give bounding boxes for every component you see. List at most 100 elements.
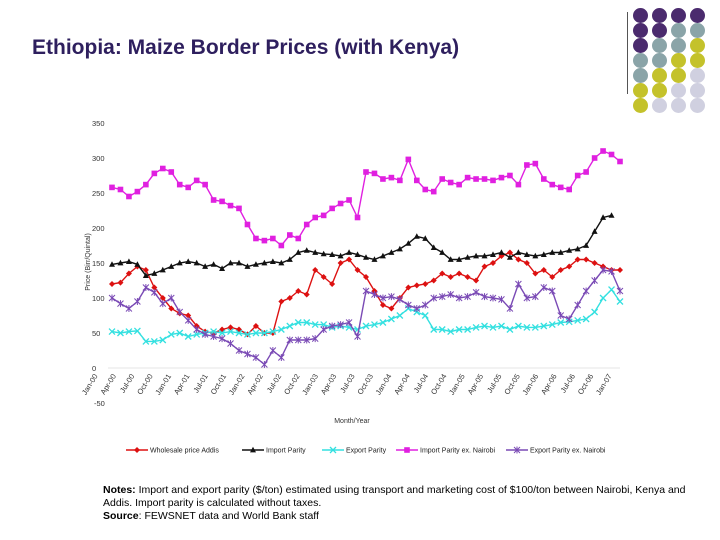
- legend-label: Import Parity: [266, 448, 306, 455]
- data-point: [616, 298, 624, 305]
- data-point: [439, 270, 446, 277]
- data-point: [379, 319, 387, 326]
- y-tick-label: 0: [92, 364, 96, 373]
- data-point: [134, 298, 141, 305]
- data-point: [472, 288, 480, 296]
- data-point: [371, 321, 378, 329]
- data-point: [286, 322, 294, 330]
- data-point: [379, 294, 387, 302]
- data-point: [193, 330, 201, 338]
- data-point: [329, 251, 336, 257]
- data-point: [565, 315, 573, 323]
- data-point: [413, 305, 421, 312]
- data-point: [142, 337, 150, 345]
- data-point: [566, 247, 573, 253]
- x-tick-label: Apr-03: [319, 372, 339, 396]
- data-point: [236, 205, 242, 212]
- data-point: [159, 266, 166, 273]
- data-point: [201, 330, 209, 338]
- y-tick-label: 300: [92, 154, 105, 163]
- data-point: [159, 300, 167, 308]
- decorative-dot-grid: [633, 8, 720, 118]
- data-point: [489, 323, 497, 331]
- data-point: [176, 329, 184, 337]
- data-point: [320, 321, 328, 329]
- data-point: [193, 326, 201, 333]
- data-point: [286, 256, 293, 262]
- data-point: [320, 274, 327, 280]
- data-point: [303, 336, 311, 344]
- data-point: [506, 326, 514, 333]
- data-point: [150, 337, 158, 345]
- data-point: [549, 181, 556, 188]
- data-point: [176, 181, 183, 188]
- data-point: [490, 177, 496, 184]
- decorative-dot: [633, 53, 648, 68]
- data-point: [320, 250, 327, 257]
- x-tick-label: Jul-03: [338, 372, 356, 394]
- data-point: [227, 324, 234, 331]
- series-layer: [108, 148, 624, 368]
- data-point: [184, 333, 192, 340]
- data-point: [202, 181, 208, 188]
- line-chart: Price (Birr/Quintal) Month/Year -50 0 50 1…: [80, 119, 624, 455]
- x-tick-label: Oct-03: [355, 372, 375, 396]
- data-point: [311, 321, 319, 329]
- data-point: [574, 256, 581, 263]
- y-tick-label: 100: [92, 294, 105, 303]
- x-tick-label: Apr-04: [392, 372, 412, 396]
- data-point: [566, 263, 573, 270]
- x-tick-label: Jul-06: [559, 372, 577, 394]
- data-point: [540, 322, 548, 330]
- data-point: [312, 267, 319, 273]
- data-point: [481, 293, 488, 301]
- data-point: [286, 336, 294, 344]
- data-point: [142, 272, 149, 278]
- data-point: [337, 252, 344, 259]
- data-point: [125, 270, 132, 277]
- data-point: [566, 186, 572, 193]
- data-point: [531, 323, 539, 331]
- data-point: [608, 212, 615, 218]
- data-point: [456, 270, 463, 277]
- data-point: [548, 321, 556, 329]
- data-point: [447, 291, 455, 298]
- data-point: [176, 308, 184, 316]
- series-line: [111, 150, 621, 247]
- legend-swatch-marker: [404, 447, 410, 453]
- data-point: [439, 176, 445, 182]
- data-point: [294, 336, 302, 344]
- decorative-dot: [671, 68, 686, 83]
- data-point: [557, 184, 564, 191]
- y-axis-title: Price (Birr/Quintal): [85, 233, 92, 291]
- data-point: [430, 277, 437, 284]
- legend-label: Export Parity: [346, 448, 387, 455]
- data-point: [422, 235, 429, 241]
- data-point: [583, 242, 590, 248]
- x-tick-label: Oct-06: [576, 372, 596, 396]
- data-point: [236, 259, 242, 266]
- data-point: [193, 259, 200, 266]
- data-point: [582, 315, 590, 323]
- data-point: [261, 259, 268, 266]
- data-point: [185, 312, 192, 319]
- data-point: [270, 235, 276, 242]
- data-point: [218, 335, 226, 343]
- decorative-dot: [652, 83, 667, 98]
- legend-swatch-marker: [250, 446, 256, 453]
- decorative-dot: [671, 38, 686, 53]
- data-point: [498, 322, 505, 330]
- data-point: [582, 287, 590, 295]
- data-point: [489, 294, 497, 302]
- x-tick-label: Jul-05: [485, 372, 503, 394]
- data-point: [574, 245, 581, 252]
- data-point: [464, 326, 472, 333]
- data-point: [160, 165, 166, 172]
- data-point: [574, 316, 582, 324]
- data-point: [405, 284, 412, 291]
- data-point: [455, 326, 463, 333]
- data-point: [219, 198, 225, 205]
- x-tick-label: Jul-04: [412, 372, 430, 394]
- data-point: [312, 214, 318, 221]
- data-point: [439, 249, 446, 255]
